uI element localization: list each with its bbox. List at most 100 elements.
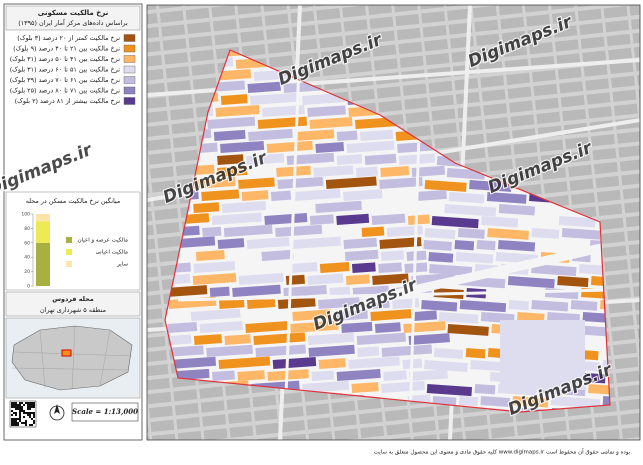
block: [192, 272, 237, 285]
qr-cell: [11, 402, 13, 404]
qr-cell: [17, 406, 19, 408]
block: [237, 370, 265, 381]
block: [220, 140, 265, 153]
qr-cell: [29, 404, 31, 406]
block: [507, 276, 555, 289]
block: [202, 226, 222, 237]
qr-cell: [29, 412, 31, 414]
block: [217, 165, 248, 177]
qr-cell: [23, 410, 25, 412]
qr-cell: [17, 408, 19, 410]
qr-cell: [19, 406, 21, 408]
qr-cell: [17, 418, 19, 420]
legend-swatch: [123, 55, 136, 63]
qr-cell: [11, 404, 13, 406]
block: [374, 322, 401, 333]
block: [481, 215, 519, 228]
block: [480, 396, 510, 407]
block: [193, 334, 223, 345]
block: [341, 321, 373, 333]
block: [292, 236, 341, 249]
qr-cell: [23, 416, 25, 418]
qr-cell: [19, 404, 21, 406]
qr-cell: [17, 424, 19, 426]
qr-cell: [33, 416, 35, 418]
block: [313, 165, 354, 177]
legend-label: نرخ مالکیت کمتر از ۲۰ درصد (۳ بلوک): [17, 34, 120, 42]
block: [379, 237, 422, 249]
location-box: [5, 291, 141, 317]
block: [318, 358, 346, 369]
block: [364, 153, 397, 165]
block: [290, 320, 339, 333]
y-tick-label: 60: [24, 240, 30, 246]
block: [438, 312, 479, 324]
block: [193, 261, 236, 273]
block: [448, 192, 485, 204]
qr-cell: [33, 404, 35, 406]
block: [168, 356, 217, 369]
block: [336, 130, 358, 141]
block: [264, 213, 308, 225]
qr-cell: [29, 414, 31, 416]
block: [217, 154, 244, 165]
block: [458, 396, 479, 407]
qr-cell: [15, 402, 17, 404]
qr-cell: [31, 424, 33, 426]
qr-cell: [11, 414, 13, 416]
block: [218, 298, 245, 309]
block: [357, 346, 380, 357]
qr-cell: [11, 422, 13, 424]
block: [192, 177, 236, 189]
legend-label: نرخ مالکیت بین ۷۱ تا ۸۰ درصد (۲۵ بلوک): [10, 87, 121, 95]
block: [424, 360, 468, 372]
block: [557, 276, 589, 288]
block: [381, 344, 433, 357]
block: [351, 262, 376, 273]
block: [380, 250, 405, 261]
qr-cell: [31, 402, 33, 404]
block: [308, 344, 355, 357]
block: [500, 320, 585, 390]
qr-cell: [17, 422, 19, 424]
block: [371, 213, 406, 225]
block: [408, 333, 450, 345]
block: [302, 93, 345, 105]
block: [558, 216, 596, 228]
block: [190, 308, 241, 321]
area-boundary: [164, 49, 611, 413]
block: [315, 142, 345, 153]
rail-corridor: [359, 241, 610, 307]
block: [411, 165, 446, 177]
block: [588, 383, 610, 396]
block: [206, 344, 253, 357]
block: [433, 347, 464, 359]
legend-label: نرخ مالکیت بین ۵۱ تا ۶۰ درصد (۳۱ بلوک): [10, 66, 121, 74]
block: [307, 332, 355, 345]
block: [211, 212, 262, 225]
block: [355, 166, 378, 177]
block: [207, 116, 256, 129]
qr-cell: [21, 406, 23, 408]
neighborhood: محله فردوس: [52, 295, 94, 303]
block: [295, 129, 335, 141]
y-tick-label: 100: [21, 212, 30, 218]
qr-cell: [29, 408, 31, 410]
qr-cell: [25, 402, 27, 404]
block: [307, 105, 346, 117]
qr-cell: [15, 420, 17, 422]
block: [409, 369, 448, 381]
block: [486, 191, 527, 204]
legend-swatch: [123, 65, 136, 74]
district: منطقه ۵ شهرداری تهران: [40, 306, 106, 314]
inset-chart: میانگین نرخ مالکیت مسکن در محله 0 20 40 60 80…: [21, 197, 128, 290]
block: [550, 396, 601, 409]
qr-cell: [33, 406, 35, 408]
block: [454, 240, 475, 251]
block: [344, 249, 379, 261]
block: [318, 296, 368, 309]
block: [302, 380, 350, 393]
block: [311, 370, 335, 381]
block: [361, 226, 385, 237]
block: [255, 344, 306, 357]
